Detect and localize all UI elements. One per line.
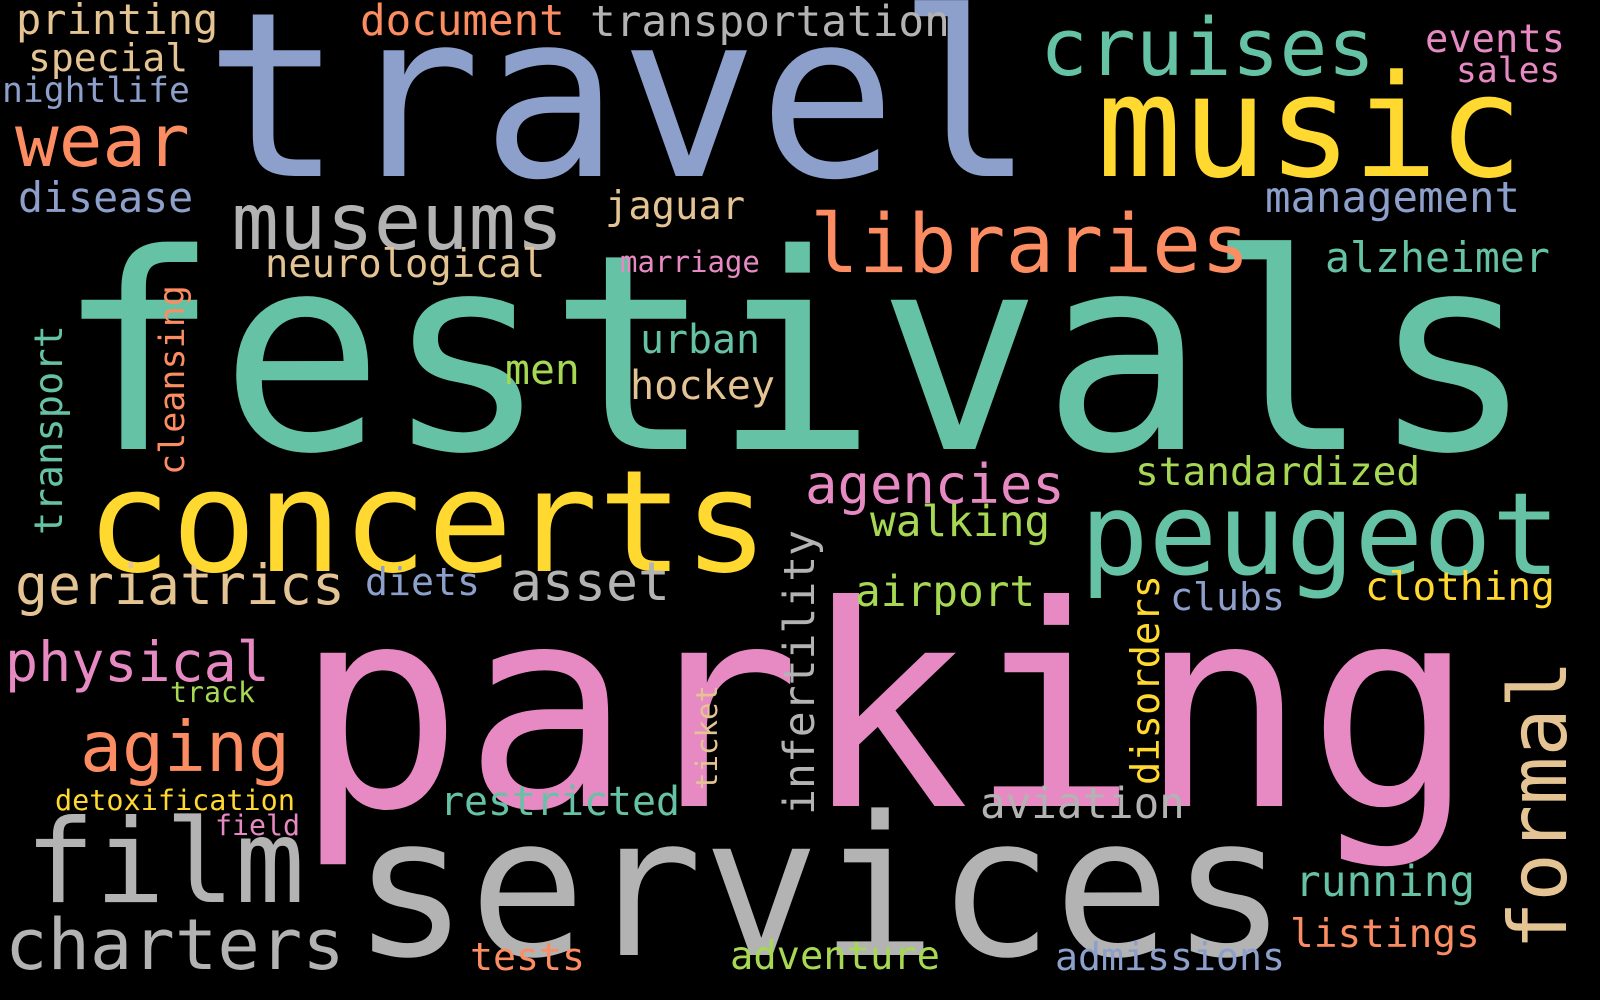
word-document: document (360, 0, 565, 46)
word-peugeot: peugeot (1080, 468, 1561, 601)
word-listings: listings (1290, 911, 1480, 957)
word-infertility: infertility (774, 529, 825, 815)
word-agencies: agencies (805, 453, 1065, 516)
word-disease: disease (18, 172, 194, 222)
word-disorders: disorders (1124, 575, 1169, 785)
word-walking: walking (870, 497, 1051, 547)
word-clubs: clubs (1170, 575, 1286, 620)
word-geriatrics: geriatrics (15, 552, 345, 617)
word-admissions: admissions (1055, 935, 1286, 980)
word-marriage: marriage (620, 245, 760, 279)
word-transport: transport (27, 325, 72, 535)
word-formal: formal (1490, 659, 1585, 950)
word-festivals: festivals (55, 196, 1535, 514)
word-nightlife: nightlife (2, 71, 190, 111)
word-track: track (170, 675, 255, 709)
word-jaguar: jaguar (605, 184, 746, 229)
word-field: field (215, 809, 300, 842)
word-urban: urban (640, 316, 760, 363)
word-restricted: restricted (440, 778, 680, 825)
word-transportation: transportation (590, 0, 950, 47)
word-libraries: libraries (810, 197, 1250, 292)
word-physical: physical (5, 630, 270, 694)
word-running: running (1295, 857, 1476, 907)
word-museums: museums (231, 176, 564, 268)
word-standardized: standardized (1135, 449, 1421, 495)
word-airport: airport (855, 567, 1036, 617)
word-aviation: aviation (980, 779, 1185, 829)
word-printing: printing (16, 0, 219, 44)
word-sales: sales (1456, 51, 1561, 91)
word-charters: charters (5, 903, 345, 986)
word-ticket: ticket (690, 684, 724, 790)
word-services: services (352, 774, 1288, 1000)
word-men: men (505, 346, 580, 394)
word-tests: tests (470, 935, 586, 980)
word-hockey: hockey (630, 362, 776, 409)
word-cruises: cruises (1040, 0, 1376, 94)
word-parking: parking (294, 547, 1476, 873)
word-travel: travel (204, 0, 1036, 231)
word-alzheimer: alzheimer (1325, 232, 1550, 282)
word-management: management (1265, 172, 1521, 222)
word-detoxification: detoxification (55, 784, 295, 817)
word-adventure: adventure (730, 934, 940, 979)
word-film: film (25, 794, 305, 930)
word-clothing: clothing (1365, 564, 1555, 610)
word-diets: diets (365, 561, 481, 605)
word-concerts: concerts (86, 439, 769, 605)
word-special: special (28, 36, 189, 80)
word-aging: aging (80, 706, 290, 788)
word-wear: wear (15, 100, 190, 184)
word-cleansing: cleansing (152, 285, 193, 475)
word-music: music (1096, 44, 1524, 210)
word-neurological: neurological (265, 241, 546, 287)
word-asset: asset (510, 551, 671, 613)
word-events: events (1425, 16, 1566, 62)
